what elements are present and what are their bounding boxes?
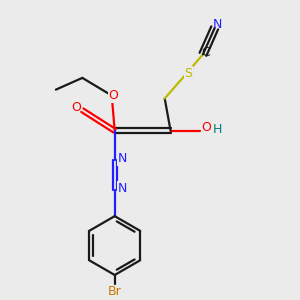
Text: C: C — [202, 46, 210, 59]
Text: S: S — [184, 67, 192, 80]
Text: H: H — [212, 123, 222, 136]
Text: N: N — [213, 18, 222, 32]
Text: N: N — [117, 152, 127, 165]
Text: O: O — [71, 101, 81, 114]
Text: O: O — [108, 89, 118, 102]
Text: O: O — [201, 122, 211, 134]
Text: Br: Br — [108, 285, 122, 298]
Text: N: N — [117, 182, 127, 195]
